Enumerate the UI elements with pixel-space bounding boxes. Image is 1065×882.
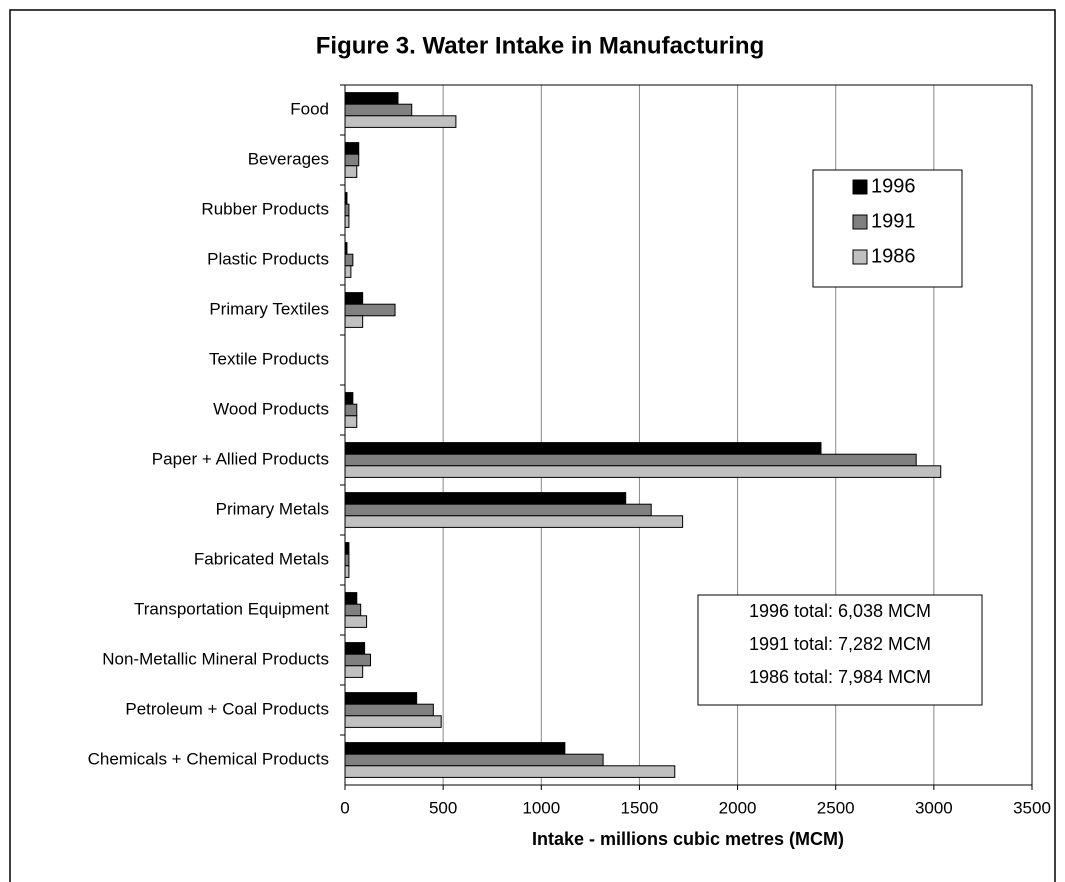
bar bbox=[344, 392, 354, 405]
annotation: 1991 total: 7,282 MCM bbox=[749, 634, 931, 654]
bar bbox=[344, 642, 366, 655]
bar bbox=[344, 303, 396, 317]
y-tick-label: Fabricated Metals bbox=[194, 549, 329, 568]
x-tick-label: 2500 bbox=[817, 798, 855, 817]
y-tick-label: Chemicals + Chemical Products bbox=[88, 749, 329, 768]
bar bbox=[344, 215, 350, 228]
legend-label: 1996 bbox=[871, 175, 916, 197]
bar bbox=[344, 442, 822, 455]
bar bbox=[344, 492, 627, 505]
bar bbox=[344, 253, 354, 267]
legend-swatch bbox=[852, 214, 868, 230]
bar bbox=[344, 665, 364, 678]
x-tick-label: 3500 bbox=[1013, 798, 1051, 817]
y-tick-label: Primary Metals bbox=[216, 499, 329, 518]
legend-swatch bbox=[852, 249, 868, 265]
bar bbox=[344, 142, 360, 155]
bar bbox=[344, 565, 350, 578]
bar bbox=[344, 692, 418, 705]
bar bbox=[344, 603, 362, 617]
y-tick-label: Non-Metallic Mineral Products bbox=[102, 649, 329, 668]
x-tick-label: 3000 bbox=[915, 798, 953, 817]
x-tick-label: 2000 bbox=[719, 798, 757, 817]
bar bbox=[344, 165, 358, 178]
bar bbox=[344, 703, 434, 717]
bar bbox=[344, 465, 942, 478]
y-tick-label: Plastic Products bbox=[207, 249, 329, 268]
y-tick-label: Transportation Equipment bbox=[134, 599, 329, 618]
legend-box bbox=[812, 169, 963, 288]
chart-title: Figure 3. Water Intake in Manufacturing bbox=[316, 32, 765, 59]
bar bbox=[344, 292, 364, 305]
x-tick-label: 500 bbox=[429, 798, 457, 817]
bar bbox=[344, 592, 358, 605]
y-tick-label: Petroleum + Coal Products bbox=[125, 699, 329, 718]
bar bbox=[344, 542, 350, 555]
x-tick-label: 1000 bbox=[522, 798, 560, 817]
bar bbox=[344, 415, 358, 428]
bar bbox=[344, 403, 358, 417]
x-tick-label: 0 bbox=[340, 798, 349, 817]
bar bbox=[344, 453, 917, 467]
annotation: 1986 total: 7,984 MCM bbox=[749, 667, 931, 687]
bar bbox=[344, 765, 676, 778]
annotation: 1996 total: 6,038 MCM bbox=[749, 601, 931, 621]
legend-swatch bbox=[852, 179, 868, 195]
legend-label: 1986 bbox=[871, 245, 916, 267]
y-tick-label: Beverages bbox=[248, 149, 329, 168]
bar bbox=[344, 103, 413, 117]
plot-frame bbox=[344, 84, 1033, 786]
bar bbox=[344, 115, 457, 128]
bar bbox=[344, 742, 566, 755]
x-tick-label: 1500 bbox=[621, 798, 659, 817]
bar bbox=[344, 515, 684, 528]
bar bbox=[344, 715, 442, 728]
bar bbox=[344, 753, 604, 767]
bar bbox=[344, 92, 399, 105]
y-tick-label: Primary Textiles bbox=[209, 299, 329, 318]
x-axis-title: Intake - millions cubic metres (MCM) bbox=[532, 829, 844, 849]
bar bbox=[344, 653, 372, 667]
y-tick-label: Food bbox=[290, 99, 329, 118]
bar bbox=[344, 203, 350, 217]
legend-label: 1991 bbox=[871, 210, 916, 232]
bar bbox=[344, 153, 360, 167]
bar bbox=[344, 503, 652, 517]
bar bbox=[344, 615, 368, 628]
bar bbox=[344, 553, 350, 567]
bar bbox=[344, 315, 364, 328]
y-tick-label: Rubber Products bbox=[201, 199, 329, 218]
y-tick-label: Paper + Allied Products bbox=[152, 449, 329, 468]
bar bbox=[344, 265, 352, 278]
y-tick-label: Wood Products bbox=[213, 399, 329, 418]
totals-box bbox=[697, 594, 983, 706]
y-tick-label: Textile Products bbox=[209, 349, 329, 368]
